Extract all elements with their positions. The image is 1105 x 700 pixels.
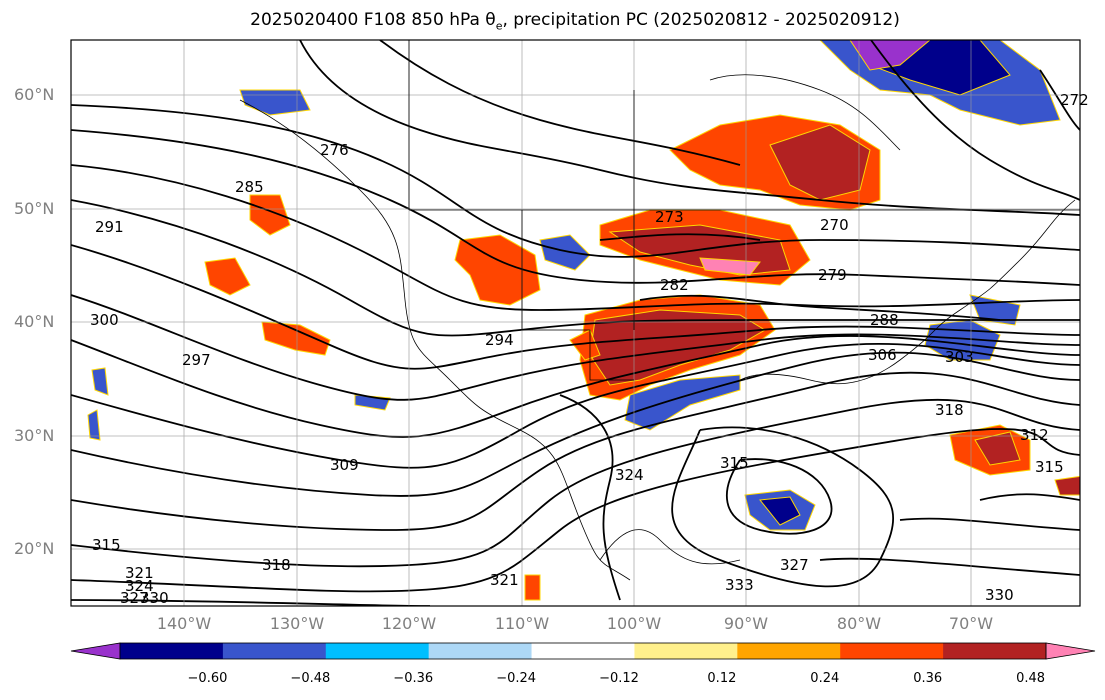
colorbar-segment	[222, 643, 327, 659]
lat-label: 20°N	[14, 539, 55, 558]
contour-label: 306	[868, 346, 897, 364]
lat-label: 30°N	[14, 426, 55, 445]
contour-label: 321	[125, 564, 154, 582]
contour-label: 312	[1020, 426, 1049, 444]
colorbar-tick-label: −0.60	[187, 671, 228, 686]
contour-label: 315	[92, 536, 121, 554]
contour-label: 318	[262, 556, 291, 574]
contour-label: 321	[490, 571, 519, 589]
colorbar-segment	[531, 643, 635, 659]
colorbar-high-extension	[1045, 642, 1096, 660]
lon-label: 70°W	[948, 614, 994, 633]
coastlines	[239, 40, 1080, 581]
colorbar-tick-label: 0.36	[913, 671, 943, 686]
contour-label: 330	[140, 589, 169, 607]
contour-label: 300	[90, 311, 119, 329]
contour-label: 315	[1035, 458, 1064, 476]
colorbar-segment	[634, 643, 738, 659]
contour-label: 276	[320, 141, 349, 159]
contour-label: 279	[818, 266, 847, 284]
colorbar	[70, 642, 1096, 660]
lat-label: 50°N	[14, 199, 55, 218]
colorbar-tick-label: −0.36	[393, 671, 434, 686]
contour-labels: 276 285 291 300 297 309 315 318 321 324 …	[90, 91, 1089, 607]
colorbar-tick-label: 0.48	[1016, 671, 1046, 686]
lon-label: 80°W	[836, 614, 882, 633]
lon-label: 90°W	[723, 614, 769, 633]
contour-label: 282	[660, 276, 689, 294]
contour-label: 297	[182, 351, 211, 369]
contour-label: 330	[985, 586, 1014, 604]
colorbar-tick-label: −0.48	[290, 671, 331, 686]
lon-label: 130°W	[269, 614, 325, 633]
theta-e-contours	[71, 40, 1080, 606]
colorbar-segment	[840, 643, 944, 659]
lat-label: 40°N	[14, 312, 55, 331]
colorbar-low-extension	[70, 642, 121, 660]
colorbar-segment	[943, 643, 1047, 659]
contour-label: 318	[935, 401, 964, 419]
contour-label: 309	[330, 456, 359, 474]
contour-label: 285	[235, 178, 264, 196]
contour-label: 324	[125, 577, 154, 595]
plot-frame	[70, 39, 1081, 607]
lon-label: 120°W	[381, 614, 437, 633]
contour-label: 324	[615, 466, 644, 484]
map-title: 2025020400 F108 850 hPa θe, precipitatio…	[250, 10, 900, 33]
colorbar-tick-label: 0.24	[810, 671, 840, 686]
lon-label: 100°W	[606, 614, 662, 633]
lon-label: 140°W	[156, 614, 212, 633]
lat-label: 60°N	[14, 85, 55, 104]
contour-label: 273	[655, 208, 684, 226]
colorbar-tick-label: −0.12	[599, 671, 639, 686]
contour-label: 315	[720, 454, 749, 472]
colorbar-segment	[737, 643, 841, 659]
colorbar-segment	[325, 643, 430, 659]
contour-label: 333	[725, 576, 754, 594]
contour-label: 303	[945, 348, 974, 366]
colorbar-segment	[428, 643, 533, 659]
contour-label: 327	[120, 589, 149, 607]
contour-label: 294	[485, 331, 514, 349]
colorbar-tick-label: 0.12	[707, 671, 737, 686]
colorbar-segment	[120, 643, 224, 659]
colorbar-tick-label: −0.24	[496, 671, 537, 686]
contour-label: 270	[820, 216, 849, 234]
contour-label: 288	[870, 311, 899, 329]
contour-label: 272	[1060, 91, 1089, 109]
contour-label: 327	[780, 556, 809, 574]
lon-label: 110°W	[494, 614, 550, 633]
contour-label: 291	[95, 218, 124, 236]
